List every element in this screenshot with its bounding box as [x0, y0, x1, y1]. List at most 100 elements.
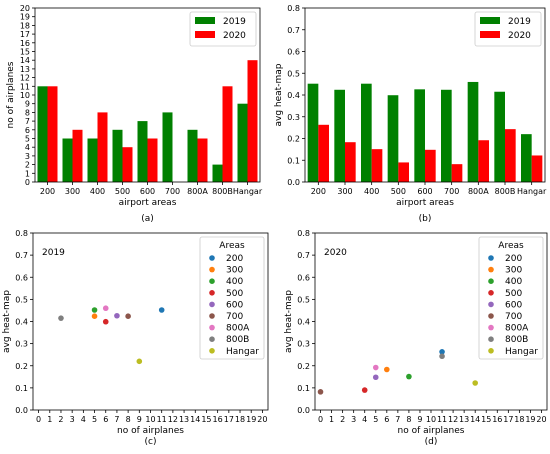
legend-marker-800A: [488, 324, 494, 331]
y-tick-label: 0.7: [15, 251, 28, 260]
plot-frame: [304, 7, 546, 183]
panel-title: 2019: [42, 248, 65, 258]
bar-2020-500: [398, 162, 409, 182]
bar-2020-500: [122, 147, 133, 182]
bar-2020-800A: [478, 140, 489, 182]
legend-marker-Hangar: [209, 348, 215, 354]
bar-2019-600: [414, 89, 425, 182]
y-tick-label: 13: [20, 65, 30, 74]
y-tick-label: 17: [20, 30, 30, 39]
legend-label: 300: [505, 266, 522, 276]
x-tick-label: 12: [168, 415, 178, 424]
legend-label: 2019: [223, 17, 246, 27]
x-tick-label: 1: [47, 415, 52, 424]
legend-label: 2019: [508, 17, 531, 27]
bar-2019-500: [387, 95, 399, 182]
x-tick-label: 14: [190, 415, 200, 424]
x-tick-label: 200: [40, 187, 55, 196]
legend-swatch-2019: [195, 17, 215, 24]
bar-2020-300: [345, 142, 356, 182]
x-tick-label: 16: [492, 415, 502, 424]
point-400: [91, 307, 98, 313]
y-tick-label: 6: [25, 126, 30, 135]
point-300: [384, 366, 390, 373]
x-tick-label: 10: [426, 415, 436, 424]
legend-marker-400: [488, 278, 494, 285]
y-tick-label: 12: [20, 74, 30, 83]
legend-box: [478, 236, 544, 360]
point-400: [406, 373, 412, 380]
x-tick-label: 800A: [468, 187, 489, 196]
legend-marker-800B: [488, 336, 494, 343]
legend-marker-300: [209, 266, 215, 273]
point-500: [361, 387, 368, 393]
y-tick-label: 1: [25, 169, 30, 178]
legend-box: [199, 236, 265, 360]
y-tick-label: 7: [25, 117, 30, 126]
legend-title: Areas: [219, 241, 245, 251]
x-tick-label: 8: [406, 415, 411, 424]
legend-marker-200: [209, 255, 215, 261]
x-tick-label: 10: [145, 415, 155, 424]
legend-marker-800B: [209, 336, 215, 343]
x-tick-label: 600: [140, 187, 155, 196]
bar-2020-800A: [197, 138, 208, 182]
point-800B: [58, 315, 64, 321]
point-800B: [439, 353, 445, 360]
bar-2019-800A: [187, 129, 198, 182]
x-tick-label: 11: [437, 415, 447, 424]
y-tick-label: 0.3: [287, 113, 300, 122]
x-tick-label: 500: [115, 187, 130, 196]
x-tick-label: 8: [126, 415, 131, 424]
y-tick-label: 0.3: [15, 340, 28, 349]
x-tick-label: 800B: [212, 187, 233, 196]
x-tick-label: 2: [340, 415, 345, 424]
y-tick-label: 0.2: [15, 362, 28, 371]
x-tick-label: 200: [311, 187, 326, 196]
legend-label: 2020: [223, 31, 246, 41]
panel-caption: (b): [419, 214, 432, 224]
point-Hangar: [472, 380, 478, 386]
bar-2020-200: [47, 86, 58, 182]
x-tick-label: 300: [65, 187, 80, 196]
legend-marker-700: [209, 313, 215, 319]
y-tick-label: 5: [25, 135, 30, 144]
bar-2019-300: [62, 138, 73, 182]
legend-label: 500: [505, 289, 522, 299]
x-tick-label: 4: [81, 415, 86, 424]
x-tick-label: 18: [514, 415, 524, 424]
y-tick-label: 18: [20, 21, 30, 30]
y-tick-label: 20: [20, 4, 30, 13]
x-tick-label: 9: [137, 415, 142, 424]
bar-2019-700: [441, 89, 452, 182]
x-tick-label: 6: [103, 415, 108, 424]
x-tick-label: 19: [525, 415, 535, 424]
y-tick-label: 0.8: [287, 4, 300, 13]
bar-2020-400: [371, 149, 383, 182]
bar-2019-700: [162, 112, 173, 182]
bar-2019-400: [361, 83, 372, 182]
plot-frame: [314, 232, 548, 411]
y-tick-label: 0.3: [297, 340, 310, 349]
x-tick-label: 9: [417, 415, 422, 424]
bar-2019-800B: [494, 91, 505, 182]
legend-label: 800B: [505, 335, 528, 345]
x-tick-label: 20: [536, 415, 546, 424]
x-tick-label: 11: [157, 415, 167, 424]
bar-2020-400: [97, 112, 108, 182]
y-tick-label: 0.0: [297, 406, 310, 415]
x-tick-label: 15: [481, 415, 491, 424]
x-tick-label: 17: [503, 415, 513, 424]
x-tick-label: 12: [448, 415, 458, 424]
bar-2019-800B: [212, 164, 223, 182]
x-tick-label: 3: [70, 415, 75, 424]
y-tick-label: 0.7: [287, 26, 300, 35]
y-tick-label: 0.4: [287, 91, 300, 100]
bar-2019-500: [112, 129, 123, 182]
plot-frame: [32, 232, 269, 411]
x-tick-label: 700: [444, 187, 459, 196]
bar-2020-700: [451, 164, 463, 182]
x-tick-label: 400: [90, 187, 105, 196]
